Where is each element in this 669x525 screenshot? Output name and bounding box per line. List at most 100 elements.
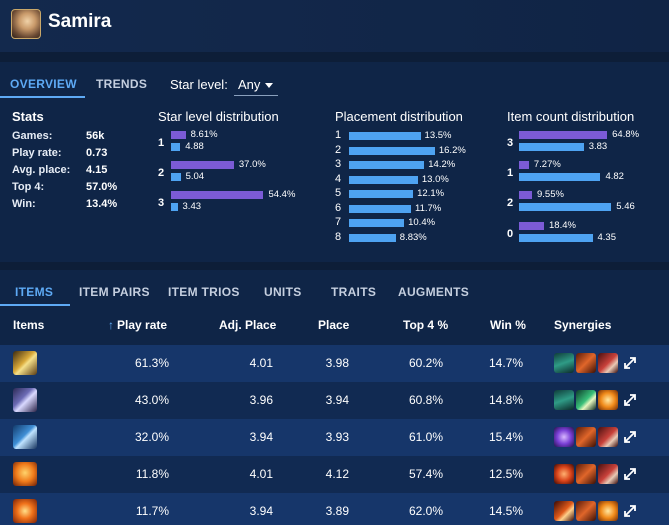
fire-fist-icon[interactable] <box>13 462 37 486</box>
stat-label: Play rate: <box>12 147 62 159</box>
item-count-purple-value: 64.8% <box>612 129 640 140</box>
star-level-label: 3 <box>158 197 165 209</box>
table-row[interactable]: 11.7% 3.94 3.89 62.0% 14.5% <box>0 493 669 525</box>
chevron-down-icon <box>265 83 273 88</box>
item-count-label: 0 <box>507 228 514 240</box>
placement-label: 6 <box>335 201 342 214</box>
table-row[interactable]: 43.0% 3.96 3.94 60.8% 14.8% <box>0 382 669 419</box>
placement-value: 14.2% <box>428 159 456 170</box>
cell-adj-place: 3.94 <box>249 504 273 518</box>
col-top4[interactable]: Top 4 % <box>403 318 449 332</box>
cell-top4: 60.8% <box>408 393 443 407</box>
item-count-dist-title: Item count distribution <box>507 109 635 124</box>
star-blue-bar <box>171 203 178 211</box>
red-bow-icon[interactable] <box>598 464 618 484</box>
red-bow-icon[interactable] <box>598 427 618 447</box>
tab-traits[interactable]: TRAITS <box>331 285 377 299</box>
orange-flame-icon[interactable] <box>598 501 618 521</box>
table-row[interactable]: 32.0% 3.94 3.93 61.0% 15.4% <box>0 419 669 456</box>
emerald-claw-icon[interactable] <box>576 390 596 410</box>
flame-glove-icon[interactable] <box>576 501 596 521</box>
stat-value: 13.4% <box>86 198 118 210</box>
item-count-purple-bar <box>519 131 608 139</box>
tab-units[interactable]: UNITS <box>264 285 302 299</box>
cell-adj-place: 4.01 <box>249 467 273 481</box>
star-dist-title: Star level distribution <box>158 109 279 124</box>
cell-adj-place: 4.01 <box>249 356 273 370</box>
green-cloak-icon[interactable] <box>554 353 574 373</box>
tab-items[interactable]: ITEMS <box>15 285 54 299</box>
placement-value: 13.0% <box>421 173 449 185</box>
col-play-rate-label: Play rate <box>117 318 168 332</box>
tab-overview-underline <box>0 96 85 98</box>
purple-burst-icon[interactable] <box>554 427 574 447</box>
tab-item-pairs[interactable]: ITEM PAIRS <box>79 285 150 299</box>
stat-label: Games: <box>12 130 53 142</box>
green-cloak-icon[interactable] <box>554 390 574 410</box>
placement-value: 12.1% <box>417 188 445 199</box>
star-blue-bar <box>171 143 181 151</box>
cell-win: 14.8% <box>488 393 523 407</box>
expand-icon[interactable] <box>622 392 638 408</box>
placement-bar <box>349 233 396 242</box>
cell-play-rate: 11.8% <box>135 467 169 481</box>
cell-place: 3.98 <box>325 356 349 370</box>
fire-claw-icon[interactable] <box>554 501 574 521</box>
placement-label: 7 <box>335 216 342 228</box>
tab-item-trios[interactable]: ITEM TRIOS <box>168 285 240 299</box>
flame-glove-icon[interactable] <box>576 353 596 373</box>
orange-flame-icon[interactable] <box>598 390 618 410</box>
flame-hammer-icon[interactable] <box>13 499 37 523</box>
expand-icon[interactable] <box>622 429 638 445</box>
tab-trends[interactable]: TRENDS <box>96 77 148 91</box>
placement-label: 2 <box>335 143 342 156</box>
col-play-rate[interactable]: ↑ Play rate <box>108 318 167 332</box>
cell-place: 3.94 <box>325 393 349 407</box>
tab-augments[interactable]: AUGMENTS <box>398 285 470 299</box>
placement-bar <box>349 146 435 155</box>
table-row[interactable]: 11.8% 4.01 4.12 57.4% 12.5% <box>0 456 669 493</box>
item-count-label: 1 <box>507 167 514 179</box>
cell-play-rate: 32.0% <box>134 430 169 444</box>
cell-win: 12.5% <box>488 467 523 481</box>
champion-avatar <box>11 9 41 39</box>
item-count-blue-value: 5.46 <box>616 201 635 212</box>
cell-place: 3.89 <box>325 504 349 518</box>
cell-win: 14.7% <box>488 356 523 370</box>
cell-place: 4.12 <box>325 467 349 481</box>
cell-top4: 61.0% <box>408 430 443 444</box>
col-items[interactable]: Items <box>13 318 45 332</box>
col-place[interactable]: Place <box>318 318 350 332</box>
placement-label: 5 <box>335 187 342 199</box>
expand-icon[interactable] <box>622 503 638 519</box>
flame-glove-icon[interactable] <box>576 427 596 447</box>
table-row[interactable]: 61.3% 4.01 3.98 60.2% 14.7% <box>0 345 669 382</box>
star-purple-value: 8.61% <box>190 129 218 140</box>
star-level-label: 1 <box>158 137 165 149</box>
red-orb-icon[interactable] <box>554 464 574 484</box>
expand-icon[interactable] <box>622 355 638 371</box>
placement-dist-title: Placement distribution <box>335 109 463 124</box>
cell-play-rate: 11.7% <box>135 504 169 518</box>
expand-icon[interactable] <box>622 466 638 482</box>
item-count-blue-value: 3.83 <box>588 141 608 152</box>
cell-top4: 60.2% <box>408 356 443 370</box>
page-header: Samira <box>0 0 669 52</box>
red-bow-icon[interactable] <box>598 353 618 373</box>
golden-blade-icon[interactable] <box>13 351 37 375</box>
col-adj-place[interactable]: Adj. Place <box>219 318 277 332</box>
stat-row: Win: 13.4% <box>12 198 152 213</box>
item-count-blue-value: 4.82 <box>605 171 624 182</box>
cell-win: 15.4% <box>488 430 523 444</box>
tab-overview[interactable]: OVERVIEW <box>10 77 77 91</box>
flame-glove-icon[interactable] <box>576 464 596 484</box>
col-win[interactable]: Win % <box>490 318 526 332</box>
item-count-blue-bar <box>519 143 584 151</box>
dark-sword-icon[interactable] <box>13 388 37 412</box>
stat-row: Avg. place: 4.15 <box>12 164 152 179</box>
placement-bar <box>349 132 421 140</box>
star-level-select[interactable]: Any <box>234 74 278 96</box>
blue-gauntlet-icon[interactable] <box>13 425 37 449</box>
placement-label: 1 <box>335 129 342 141</box>
stat-value: 0.73 <box>86 147 108 159</box>
